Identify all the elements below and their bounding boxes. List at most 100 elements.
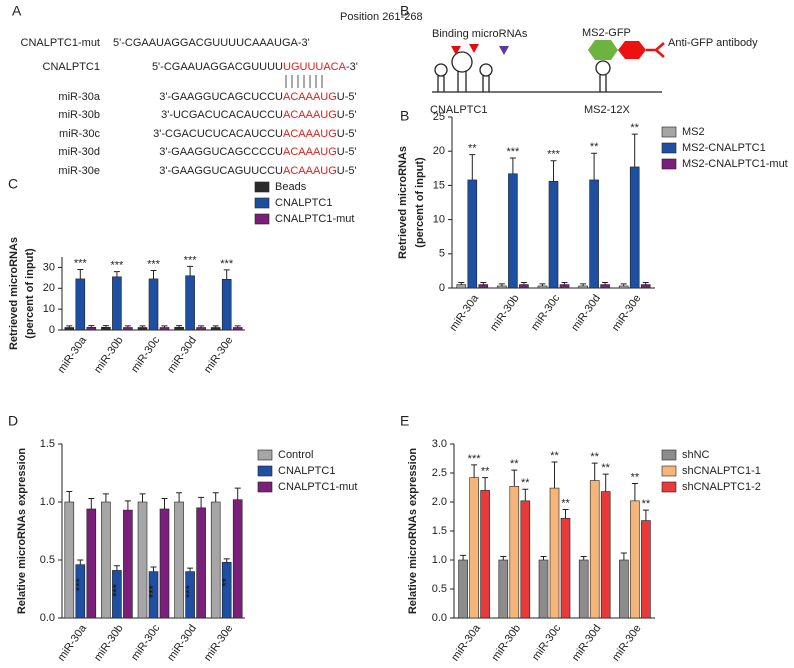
legend-swatch xyxy=(661,465,677,477)
error-bar xyxy=(561,282,568,285)
bar xyxy=(520,500,531,619)
error-bar xyxy=(642,282,649,285)
diagram-label: Binding microRNAs xyxy=(432,28,528,40)
bar xyxy=(75,278,86,331)
bar xyxy=(480,490,490,619)
x-tick-label: miR-30b xyxy=(92,335,126,376)
x-tick-label: miR-30e xyxy=(610,623,644,663)
significance: ** xyxy=(631,471,640,483)
bar xyxy=(548,180,559,289)
bar xyxy=(64,327,75,331)
x-tick-label: miR-30a xyxy=(55,334,89,376)
significance: *** xyxy=(220,258,234,270)
bar xyxy=(101,501,111,619)
y-axis-label: (percent of input) xyxy=(24,248,36,339)
significance: ** xyxy=(590,141,599,153)
sequence-match: ACAAAUG xyxy=(283,91,337,103)
y-tick-label: 20 xyxy=(433,145,445,157)
y-axis-label: Retrieved microRNAs xyxy=(397,146,409,259)
panel-label: B xyxy=(400,3,409,19)
x-tick-label: miR-30d xyxy=(165,623,199,663)
significance: *** xyxy=(74,257,88,269)
bar xyxy=(629,166,640,289)
y-tick-label: 0.5 xyxy=(432,583,447,595)
significance: ** xyxy=(590,451,599,463)
y-tick-label: 30 xyxy=(43,261,55,273)
bar xyxy=(640,284,651,289)
sequence: U-5' xyxy=(337,91,357,103)
error-bar xyxy=(66,491,73,502)
sequence: UGUUUACA-3' xyxy=(283,61,358,73)
legend-swatch xyxy=(257,481,273,493)
error-bar xyxy=(139,325,146,328)
legend-label: Beads xyxy=(275,181,307,193)
legend-swatch xyxy=(257,449,273,461)
significance: ** xyxy=(601,462,610,474)
error-bar xyxy=(498,283,505,286)
y-tick-label: 0 xyxy=(439,282,445,294)
error-bar xyxy=(482,477,489,491)
error-bar xyxy=(66,325,73,328)
y-axis-label: Retrieved microRNAs xyxy=(8,237,20,350)
error-bar xyxy=(124,500,131,511)
error-bar xyxy=(471,464,478,478)
error-bar xyxy=(511,469,518,487)
y-tick-label: 3.0 xyxy=(432,438,447,450)
bar xyxy=(469,477,479,619)
legend-swatch xyxy=(254,181,270,193)
sequence-name: miR-30c xyxy=(59,128,100,140)
panel-label: E xyxy=(400,413,409,429)
legend-swatch xyxy=(254,213,270,225)
x-tick-label: miR-30b xyxy=(489,623,523,663)
bar xyxy=(86,508,97,619)
error-bar xyxy=(620,552,627,560)
y-tick-label: 0.0 xyxy=(432,612,447,624)
sequence: U-5' xyxy=(337,109,357,121)
error-bar xyxy=(198,496,205,508)
sequence-name: miR-30d xyxy=(58,146,100,158)
sequence: ACAAAUGU-5' xyxy=(283,109,357,121)
sequence-name: miR-30b xyxy=(58,109,100,121)
x-tick-label: miR-30a xyxy=(447,292,481,334)
significance: *** xyxy=(74,578,86,592)
y-tick-label: 1.0 xyxy=(40,496,55,508)
y-axis-label: Relative microRNAs expression xyxy=(16,448,28,615)
bar xyxy=(618,285,629,289)
bar xyxy=(467,179,478,289)
x-tick-label: miR-30a xyxy=(55,622,89,663)
panel-label: C xyxy=(8,176,18,192)
legend-label: CNALPTC1 xyxy=(275,197,332,209)
sequence: U-5' xyxy=(337,165,357,177)
y-tick-label: 20 xyxy=(43,282,55,294)
y-tick-label: 15 xyxy=(433,179,445,191)
y-axis-label: Relative microRNAs expression xyxy=(407,448,419,615)
error-bar xyxy=(176,325,183,328)
error-bar xyxy=(539,283,546,286)
error-bar xyxy=(223,558,230,563)
error-bar xyxy=(551,461,558,489)
error-bar xyxy=(113,565,120,571)
error-bar xyxy=(198,325,205,328)
legend-swatch xyxy=(257,465,273,477)
significance: *** xyxy=(110,260,124,272)
sequence: ACAAAUGU-5' xyxy=(283,146,357,158)
bar xyxy=(64,501,75,619)
sequence: U-5' xyxy=(337,128,357,140)
bar xyxy=(589,480,600,619)
legend-swatch xyxy=(661,158,677,170)
bar xyxy=(537,285,548,289)
error-bar xyxy=(562,509,569,519)
diagram-label: Anti-GFP antibody xyxy=(668,37,758,49)
significance: ** xyxy=(221,577,233,586)
y-tick-label: 1.5 xyxy=(432,525,447,537)
bar xyxy=(232,499,243,619)
significance: ** xyxy=(481,466,490,478)
y-tick-label: 5 xyxy=(439,248,445,260)
x-tick-label: miR-30a xyxy=(449,622,483,663)
error-bar xyxy=(591,152,598,180)
x-tick-label: miR-30c xyxy=(129,334,163,375)
error-bar xyxy=(480,282,487,285)
legend-label: CNALPTC1 xyxy=(278,465,335,477)
sequence-match: ACAAAUG xyxy=(283,128,337,140)
error-bar xyxy=(187,265,194,276)
